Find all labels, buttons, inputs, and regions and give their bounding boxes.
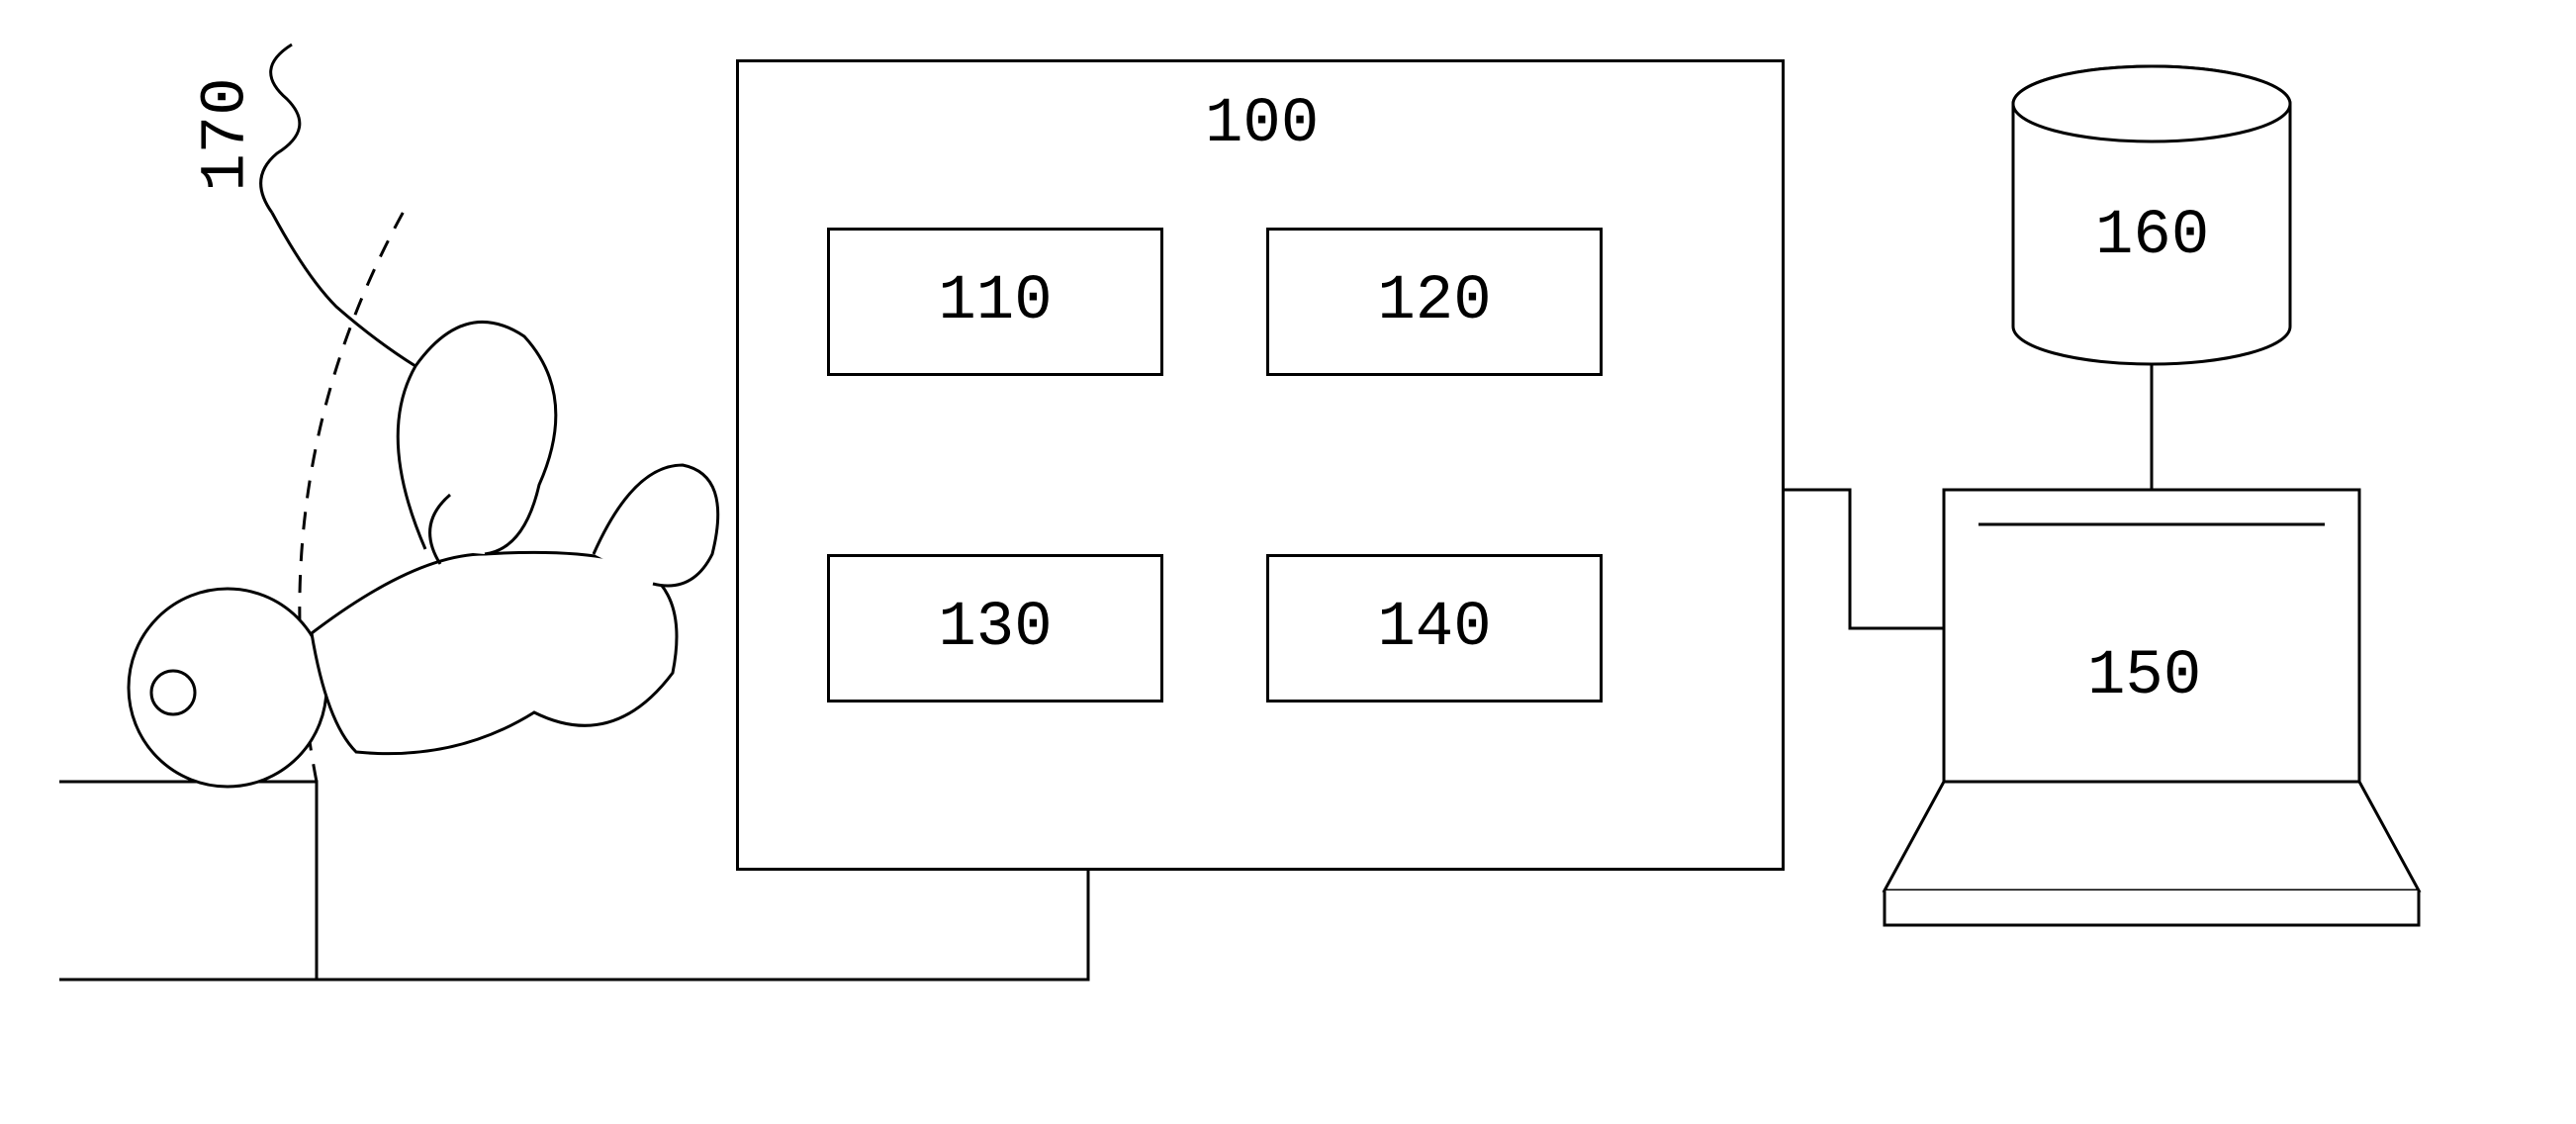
module-box-140: 140	[1266, 554, 1603, 702]
computer-icon	[1885, 490, 2419, 925]
module-label-110: 110	[938, 266, 1052, 337]
computer-label: 150	[2087, 641, 2201, 712]
module-box-130: 130	[827, 554, 1163, 702]
connector-patient-to-main	[59, 871, 1088, 980]
system-diagram: 100 110 120 130 140 170 160	[0, 0, 2576, 1124]
module-label-140: 140	[1377, 593, 1491, 664]
main-box-label: 100	[1205, 89, 1319, 160]
patient-lead-to-body	[272, 213, 415, 366]
database-label: 160	[2095, 201, 2209, 272]
module-box-110: 110	[827, 228, 1163, 376]
module-label-120: 120	[1377, 266, 1491, 337]
patient-table	[59, 782, 317, 980]
connector-main-to-computer	[1785, 490, 1944, 628]
database-icon	[2013, 66, 2290, 364]
patient-label: 170	[192, 77, 263, 191]
main-system-box	[736, 59, 1785, 871]
patient-lead-line	[261, 45, 300, 213]
module-box-120: 120	[1266, 228, 1603, 376]
patient-icon	[129, 208, 718, 787]
module-label-130: 130	[938, 593, 1052, 664]
